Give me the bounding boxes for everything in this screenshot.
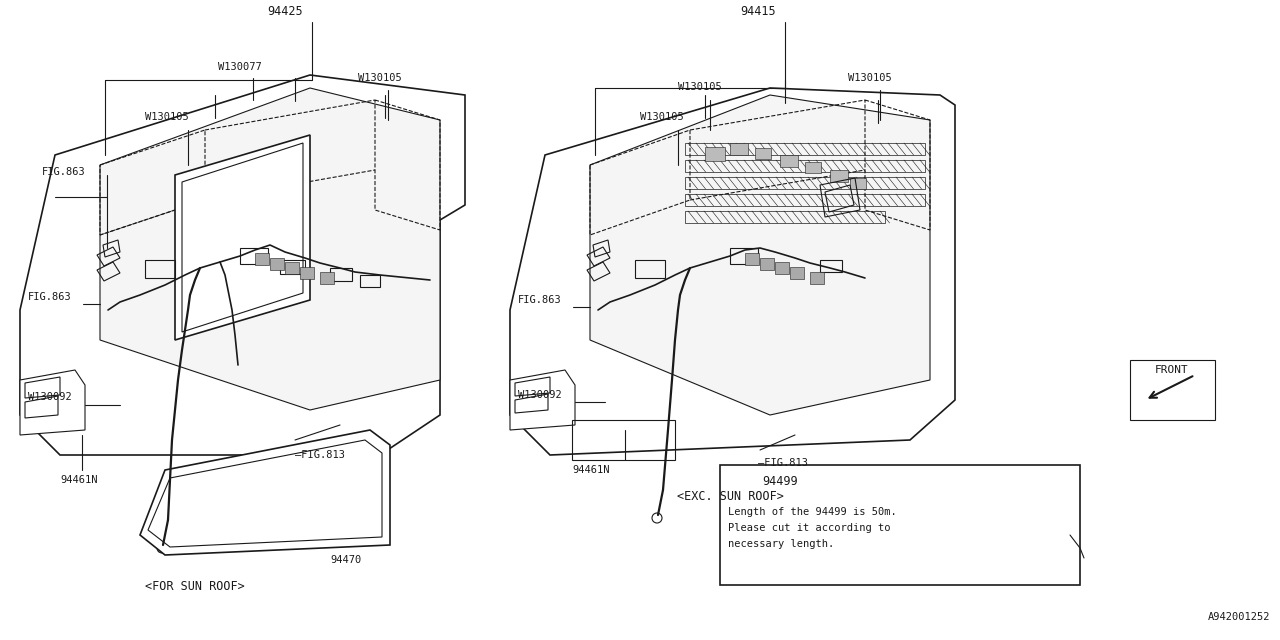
Text: W130105: W130105 xyxy=(358,73,402,83)
Text: FIG.863: FIG.863 xyxy=(28,292,72,302)
Text: W130105: W130105 xyxy=(849,73,892,83)
Text: A942001252: A942001252 xyxy=(1207,612,1270,622)
Text: 94461N: 94461N xyxy=(60,475,97,485)
Polygon shape xyxy=(255,253,269,265)
Polygon shape xyxy=(300,267,314,279)
Text: W130105: W130105 xyxy=(640,112,684,122)
Text: W130092: W130092 xyxy=(518,390,562,400)
Text: <EXC. SUN ROOF>: <EXC. SUN ROOF> xyxy=(677,490,783,503)
Polygon shape xyxy=(730,143,748,155)
Text: FIG.863: FIG.863 xyxy=(518,295,562,305)
Text: —FIG.813: —FIG.813 xyxy=(294,450,346,460)
Text: <FOR SUN ROOF>: <FOR SUN ROOF> xyxy=(145,580,244,593)
Text: W130105: W130105 xyxy=(678,82,722,92)
Text: FRONT: FRONT xyxy=(1155,365,1189,375)
Text: W130092: W130092 xyxy=(28,392,72,402)
Polygon shape xyxy=(780,155,797,167)
Text: W130105: W130105 xyxy=(145,112,188,122)
Bar xyxy=(728,473,756,501)
Text: 94470: 94470 xyxy=(330,555,361,565)
Polygon shape xyxy=(20,75,465,455)
Text: FIG.863: FIG.863 xyxy=(42,167,86,177)
Polygon shape xyxy=(211,112,219,124)
Text: Please cut it according to: Please cut it according to xyxy=(728,523,891,533)
Polygon shape xyxy=(509,88,955,455)
Polygon shape xyxy=(850,178,867,189)
Polygon shape xyxy=(381,112,389,124)
Polygon shape xyxy=(285,262,300,274)
Text: —FIG.813: —FIG.813 xyxy=(758,458,808,468)
Polygon shape xyxy=(810,272,824,284)
Polygon shape xyxy=(790,267,804,279)
Polygon shape xyxy=(20,370,84,435)
Text: 94415: 94415 xyxy=(740,5,776,18)
Polygon shape xyxy=(805,162,820,173)
Text: 94499: 94499 xyxy=(762,475,797,488)
Polygon shape xyxy=(100,88,440,410)
Polygon shape xyxy=(270,258,284,270)
Polygon shape xyxy=(760,258,774,270)
Text: W130077: W130077 xyxy=(218,62,261,72)
Polygon shape xyxy=(829,170,849,182)
Polygon shape xyxy=(755,148,771,159)
Polygon shape xyxy=(781,97,788,109)
Polygon shape xyxy=(874,117,882,129)
Polygon shape xyxy=(701,112,709,124)
Text: Length of the 94499 is 50m.: Length of the 94499 is 50m. xyxy=(728,507,897,517)
Polygon shape xyxy=(745,253,759,265)
Polygon shape xyxy=(705,147,724,161)
Text: 94461N: 94461N xyxy=(572,465,609,475)
Polygon shape xyxy=(140,430,390,555)
Polygon shape xyxy=(175,135,310,340)
Polygon shape xyxy=(509,370,575,430)
Polygon shape xyxy=(320,272,334,284)
Text: necessary length.: necessary length. xyxy=(728,539,835,549)
Polygon shape xyxy=(719,465,1080,585)
Polygon shape xyxy=(774,262,788,274)
Polygon shape xyxy=(590,95,931,415)
Polygon shape xyxy=(291,95,300,107)
Text: 94425: 94425 xyxy=(268,5,303,18)
